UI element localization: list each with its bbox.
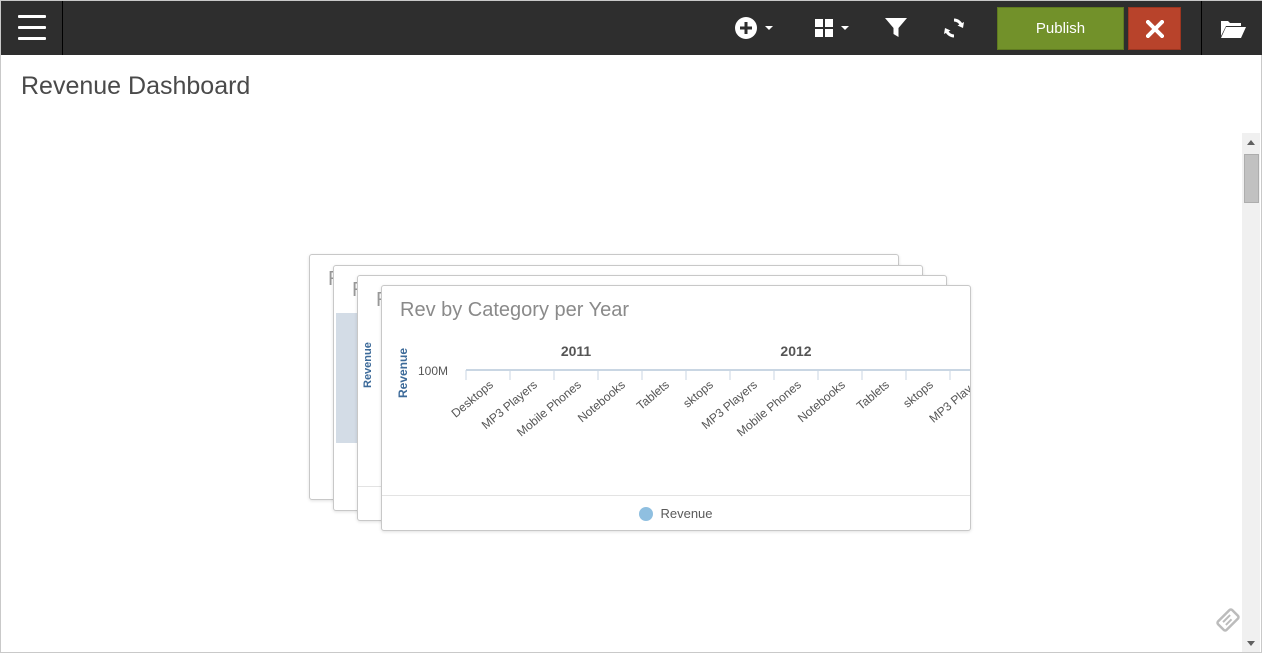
chevron-down-icon [764, 26, 773, 30]
menu-icon-bar [18, 15, 46, 18]
scroll-thumb[interactable] [1244, 154, 1259, 203]
menu-button[interactable] [1, 1, 63, 55]
x-category-label: sktops [680, 378, 716, 411]
folder-open-icon [1220, 21, 1246, 38]
layout-icon [814, 19, 833, 37]
y-axis-label: Revenue [362, 342, 374, 388]
refresh-button[interactable] [937, 1, 971, 55]
chart-card[interactable]: Rev by Category per Year Revenue 100M 2011… [381, 285, 971, 531]
scroll-up-icon[interactable] [1247, 140, 1255, 145]
chart-area [336, 313, 360, 443]
refresh-icon [944, 18, 964, 38]
x-category-label: Notebooks [575, 378, 628, 426]
publish-button[interactable]: Publish [997, 7, 1124, 50]
chart-title: Rev by Category per Year [400, 299, 630, 321]
layout-button[interactable] [807, 1, 855, 55]
scroll-down-icon[interactable] [1247, 641, 1255, 646]
add-button[interactable] [729, 1, 777, 55]
y-tick-label: 100M [418, 364, 448, 378]
chart-legend: Revenue [382, 495, 970, 530]
legend-swatch [639, 506, 654, 521]
open-button[interactable] [1201, 1, 1262, 55]
chevron-down-icon [840, 26, 849, 30]
y-axis-label: Revenue [396, 348, 410, 398]
toolbar: Publish [1, 1, 1262, 55]
add-icon [734, 17, 757, 39]
x-category-label: Tablets [634, 378, 672, 413]
x-group-label: 2012 [780, 343, 811, 359]
x-category-label: Notebooks [795, 378, 848, 426]
legend-label[interactable]: Revenue [660, 506, 713, 521]
page-title: Revenue Dashboard [21, 72, 251, 100]
filter-icon [885, 18, 907, 37]
vertical-scrollbar[interactable] [1242, 133, 1260, 652]
x-group-label: 2011 [561, 343, 592, 359]
edit-tag-icon[interactable] [1213, 605, 1243, 635]
x-category-label: sktops [900, 378, 936, 411]
x-category-label: MP3 Playe [926, 377, 970, 425]
menu-icon-bar [18, 26, 46, 29]
filter-button[interactable] [879, 1, 913, 55]
close-button[interactable] [1128, 7, 1181, 50]
axis-label-wrap: Revenue [362, 332, 376, 392]
close-icon [1145, 19, 1164, 38]
x-category-label: Tablets [854, 378, 892, 413]
menu-icon-bar [18, 37, 46, 40]
